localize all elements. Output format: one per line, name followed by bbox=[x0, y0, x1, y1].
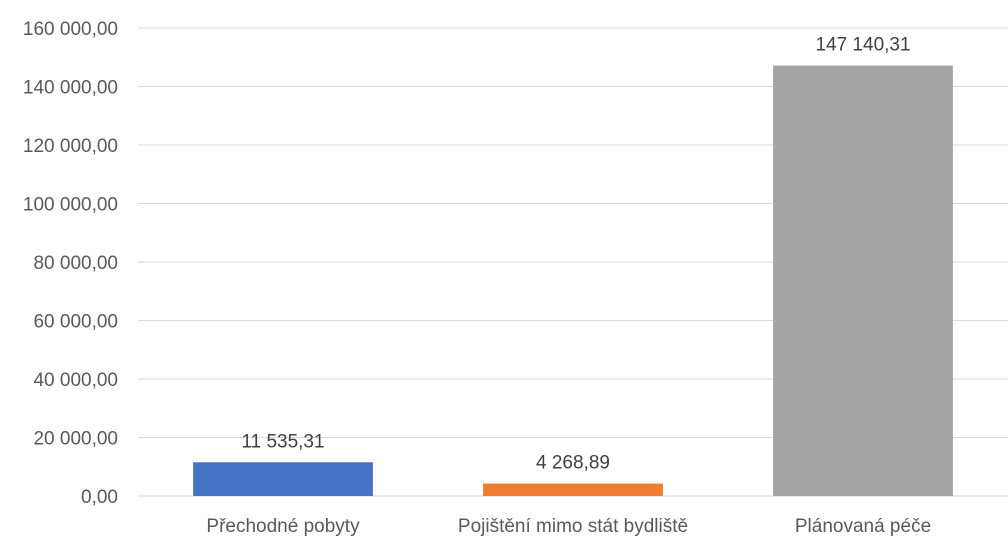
y-tick-label: 140 000,00 bbox=[23, 78, 118, 99]
y-axis-tick-labels: 0,00 20 000,00 40 000,00 60 000,00 80 000,00… bbox=[23, 19, 118, 508]
x-tick-label: Pojištění mimo stát bydliště bbox=[458, 516, 688, 537]
bar bbox=[773, 65, 953, 496]
x-axis-tick-labels: Přechodné pobyty Pojištění mimo stát bydl… bbox=[206, 516, 931, 537]
data-labels: 11 535,31 4 268,89 147 140,31 bbox=[241, 35, 910, 474]
y-tick-label: 0,00 bbox=[81, 487, 118, 508]
y-tick-label: 100 000,00 bbox=[23, 195, 118, 216]
data-label: 11 535,31 bbox=[241, 431, 324, 452]
bar bbox=[193, 462, 373, 496]
data-label: 147 140,31 bbox=[815, 35, 910, 56]
y-tick-label: 160 000,00 bbox=[23, 19, 118, 40]
bar bbox=[483, 483, 663, 496]
bars bbox=[193, 65, 953, 496]
y-tick-label: 20 000,00 bbox=[33, 429, 118, 450]
y-tick-label: 80 000,00 bbox=[33, 253, 118, 274]
data-label: 4 268,89 bbox=[536, 453, 610, 474]
y-tick-label: 60 000,00 bbox=[33, 312, 118, 333]
gridlines bbox=[138, 27, 1008, 497]
x-tick-label: Plánovaná péče bbox=[795, 516, 931, 537]
x-tick-label: Přechodné pobyty bbox=[206, 516, 360, 537]
y-tick-label: 120 000,00 bbox=[23, 136, 118, 157]
y-tick-label: 40 000,00 bbox=[33, 370, 118, 391]
